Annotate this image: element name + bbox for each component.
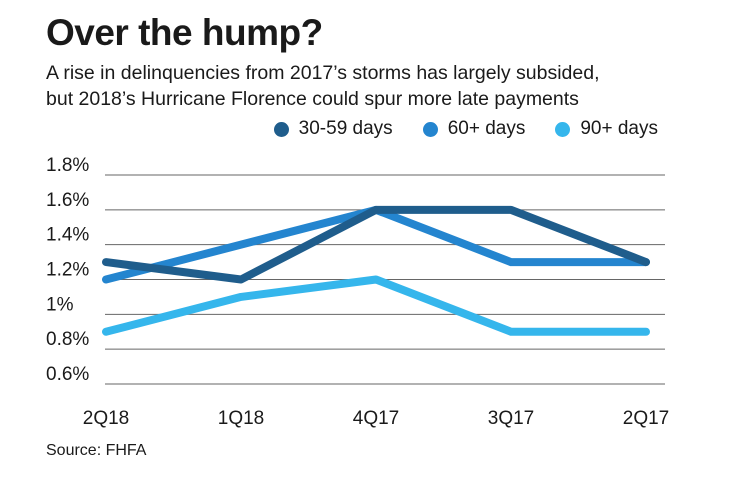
legend-swatch-90-plus-days <box>555 121 571 137</box>
y-tick-label: 0.8% <box>46 329 89 350</box>
y-tick-label: 1.6% <box>46 190 89 211</box>
x-tick-label: 4Q17 <box>353 408 399 429</box>
legend-swatch-60-plus-days <box>422 121 438 137</box>
legend-label-90-plus-days: 90+ days <box>580 118 658 139</box>
legend-swatch-30-59-days <box>273 121 289 137</box>
series-line-30-59-days <box>102 205 650 284</box>
y-tick-label: 0.6% <box>46 364 89 385</box>
legend-label-30-59-days: 30-59 days <box>298 118 393 139</box>
y-tick-label: 1.8% <box>46 155 89 176</box>
chart-subtitle-line-2: but 2018’s Hurricane Florence could spur… <box>46 88 579 110</box>
x-tick-label: 3Q17 <box>488 408 534 429</box>
legend-item-60-plus-days: 60+ days <box>422 118 526 140</box>
chart-legend: 30-59 days 60+ days 90+ days <box>273 118 658 140</box>
x-tick-label: 1Q18 <box>218 408 264 429</box>
x-tick-label: 2Q17 <box>623 408 669 429</box>
x-tick-label: 2Q18 <box>83 408 129 429</box>
series-line-90-days <box>102 275 650 336</box>
legend-label-60-plus-days: 60+ days <box>447 118 526 139</box>
y-tick-label: 1% <box>46 294 74 315</box>
chart-title: Over the hump? <box>46 12 323 53</box>
legend-item-90-plus-days: 90+ days <box>555 118 658 140</box>
y-tick-label: 1.2% <box>46 260 89 281</box>
legend-item-30-59-days: 30-59 days <box>273 118 393 140</box>
source-note: Source: FHFA <box>46 442 147 459</box>
chart-subtitle-line-1: A rise in delinquencies from 2017’s stor… <box>46 62 600 84</box>
y-tick-label: 1.4% <box>46 225 89 246</box>
